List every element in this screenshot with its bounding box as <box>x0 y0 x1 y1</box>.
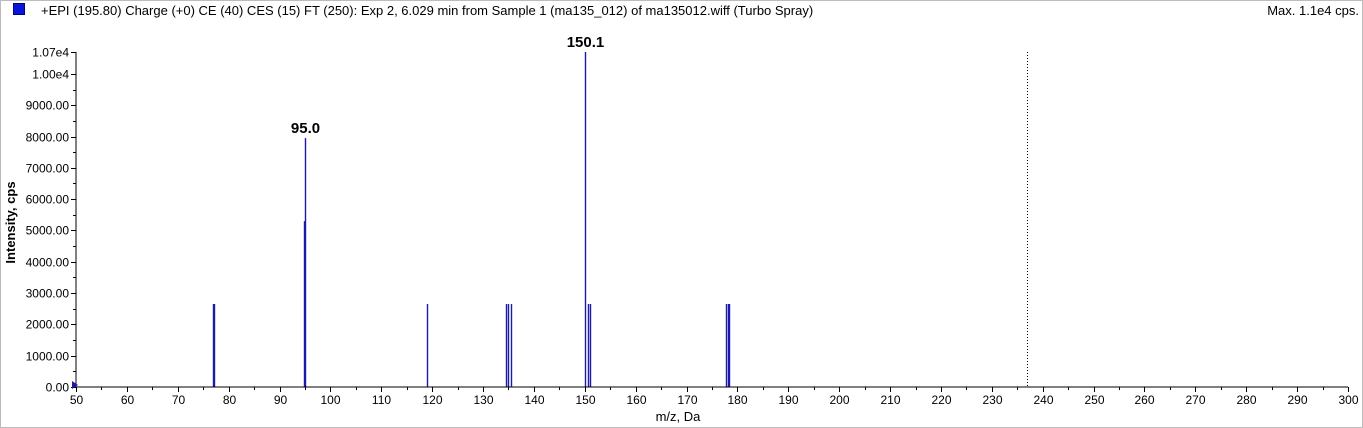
y-tick-label: 6000.00 <box>26 193 70 207</box>
x-tick-label: 180 <box>727 393 747 407</box>
x-tick-label: 140 <box>524 393 544 407</box>
axes-layer <box>75 52 1348 388</box>
x-tick-label: 230 <box>982 393 1002 407</box>
x-tick-label: 110 <box>372 393 391 407</box>
x-tick-label: 250 <box>1084 393 1104 407</box>
y-tick-label: 0.00 <box>46 381 70 395</box>
y-tick-label: 5000.00 <box>26 224 70 238</box>
y-axis-title: Intensity, cps <box>3 181 18 263</box>
origin-marker-icon <box>72 381 78 389</box>
y-tick-label: 9000.00 <box>26 99 70 113</box>
x-tick-label: 70 <box>172 393 186 407</box>
x-axis-title: m/z, Da <box>656 409 702 424</box>
spectrum-title: +EPI (195.80) Charge (+0) CE (40) CES (1… <box>41 3 814 18</box>
x-tick-label: 90 <box>274 393 288 407</box>
y-tick-label: 1.07e4 <box>32 46 69 60</box>
series-color-swatch <box>13 3 25 15</box>
x-tick-label: 260 <box>1134 393 1154 407</box>
x-tick-label: 290 <box>1287 393 1307 407</box>
x-tick-label: 60 <box>121 393 135 407</box>
y-tick-label: 3000.00 <box>26 287 70 301</box>
max-intensity-label: Max. 1.1e4 cps. <box>1267 3 1359 18</box>
y-tick-label: 1.00e4 <box>32 68 69 82</box>
x-tick-label: 220 <box>931 393 951 407</box>
x-tick-label: 240 <box>1033 393 1053 407</box>
x-tick-label: 190 <box>778 393 798 407</box>
y-tick-label: 8000.00 <box>26 131 70 145</box>
x-tick-label: 160 <box>626 393 646 407</box>
y-axis-ticks: 0.00 1000.00 2000.00 3000.00 4000.00 5000.00 6… <box>26 46 76 395</box>
x-tick-label: 100 <box>320 393 340 407</box>
x-tick-label: 270 <box>1185 393 1205 407</box>
x-tick-label: 80 <box>223 393 237 407</box>
x-tick-label: 300 <box>1338 393 1358 407</box>
peak-labels: 95.0 150.1 <box>291 34 604 137</box>
x-tick-label: 150 <box>575 393 595 407</box>
y-tick-label: 4000.00 <box>26 256 70 270</box>
x-tick-label: 280 <box>1236 393 1256 407</box>
x-tick-label: 200 <box>829 393 849 407</box>
y-tick-label: 7000.00 <box>26 162 70 176</box>
y-tick-label: 2000.00 <box>26 318 70 332</box>
y-tick-label: 1000.00 <box>26 350 70 364</box>
x-tick-label: 120 <box>422 393 442 407</box>
x-tick-label: 130 <box>473 393 493 407</box>
x-tick-label: 50 <box>70 393 84 407</box>
peak-label: 150.1 <box>567 34 605 51</box>
peaks-layer <box>212 52 731 387</box>
x-axis-ticks: 50 60 70 80 90 100 110 120 130 140 150 160 170 180 190… <box>70 387 1359 407</box>
x-tick-label: 170 <box>677 393 697 407</box>
peak-label: 95.0 <box>291 120 320 137</box>
x-tick-label: 210 <box>880 393 900 407</box>
